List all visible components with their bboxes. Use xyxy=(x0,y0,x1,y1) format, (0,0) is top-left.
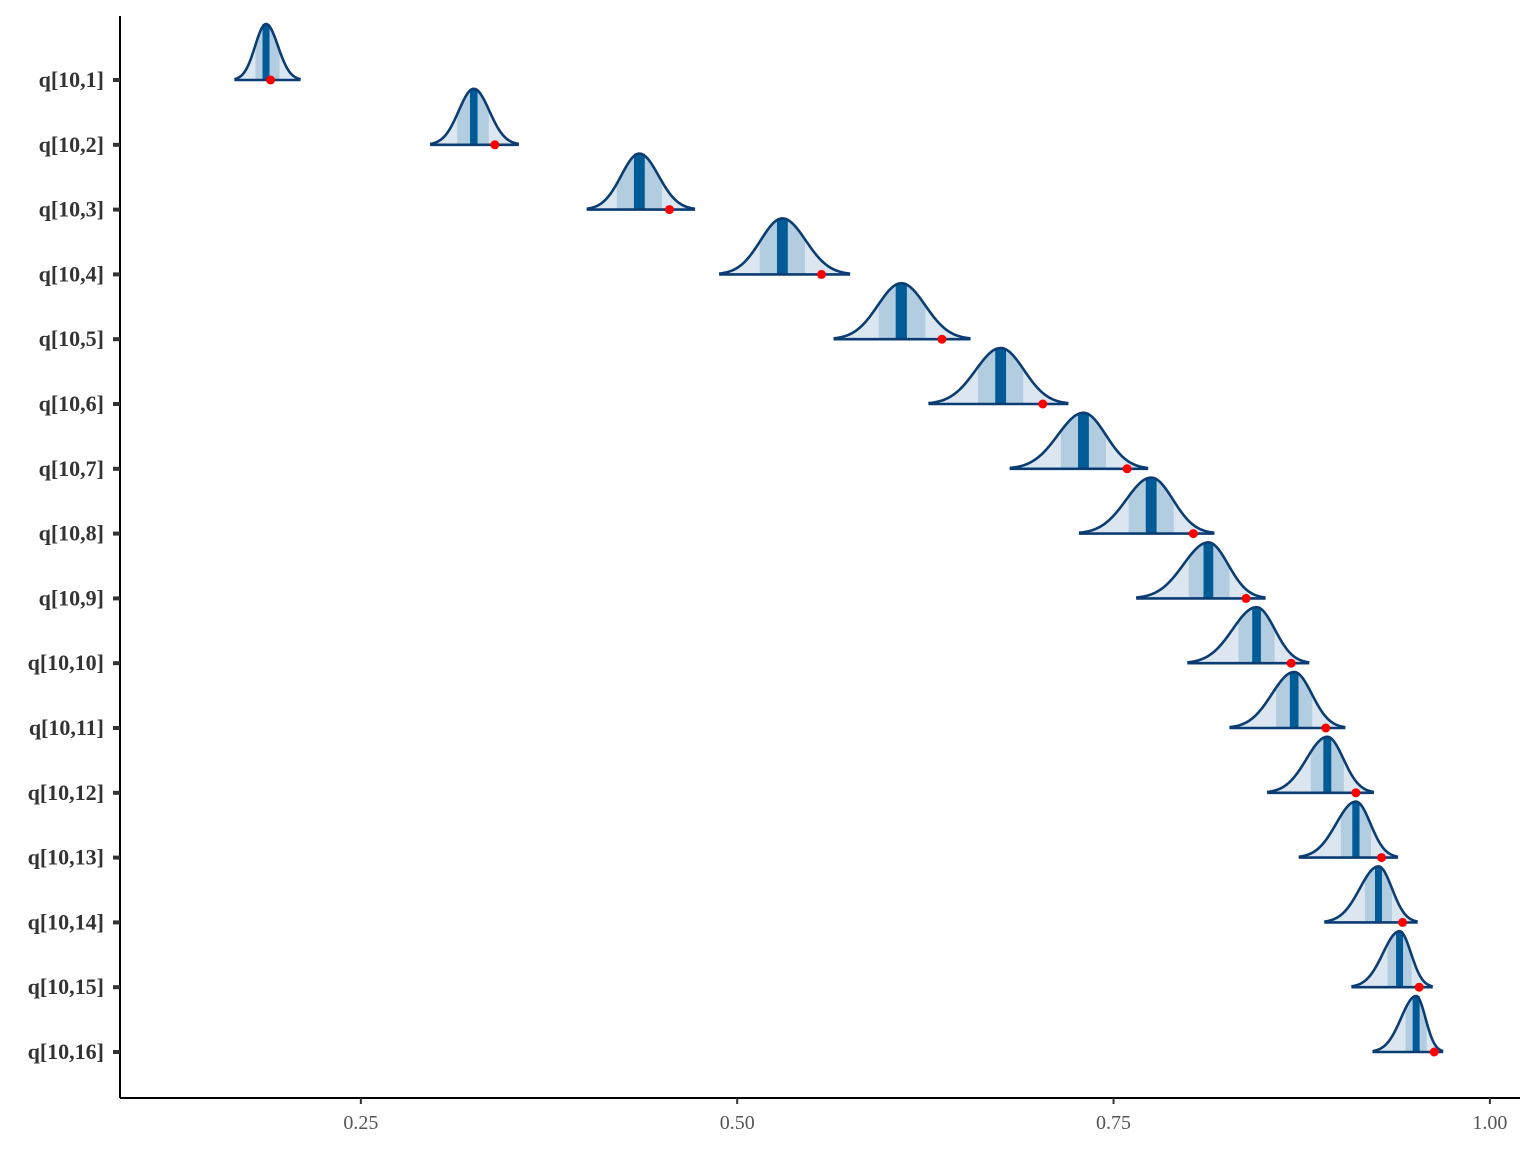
true-value-point xyxy=(817,269,827,279)
density-outline xyxy=(1351,929,1433,988)
median-bar xyxy=(1396,931,1404,988)
true-value-point xyxy=(1429,1047,1439,1057)
ridge-q[10,5] xyxy=(833,281,971,344)
true-value-point xyxy=(1414,982,1424,992)
ridge-q[10,1] xyxy=(233,22,302,85)
x-tick-label: 0.75 xyxy=(1096,1112,1131,1134)
density-outline xyxy=(1229,670,1346,729)
y-tick-label: q[10,4] xyxy=(39,261,104,286)
median-bar xyxy=(633,153,645,210)
true-value-point xyxy=(1122,464,1132,474)
ridge-q[10,4] xyxy=(718,217,851,279)
y-tick-label: q[10,11] xyxy=(29,715,104,740)
median-bar xyxy=(1323,736,1332,793)
ridge-q[10,14] xyxy=(1324,865,1418,927)
median-bar xyxy=(1203,542,1214,599)
ridge-q[10,12] xyxy=(1266,735,1375,798)
density-outline xyxy=(429,87,520,146)
y-tick-label: q[10,10] xyxy=(28,650,104,675)
density-outline xyxy=(718,217,851,275)
median-bar xyxy=(1352,801,1360,858)
median-bar xyxy=(469,88,478,145)
median-bar xyxy=(262,24,270,80)
x-ticks-layer: 0.25 0.50 0.75 1.00 xyxy=(343,1098,1507,1134)
y-tick-label: q[10,2] xyxy=(39,132,104,157)
y-tick-label: q[10,12] xyxy=(28,780,104,805)
median-bar xyxy=(895,283,907,340)
true-value-point xyxy=(1286,658,1296,668)
ridge-q[10,3] xyxy=(586,152,696,215)
y-tick-label: q[10,15] xyxy=(28,974,104,999)
density-outline xyxy=(586,152,696,211)
y-tick-label: q[10,14] xyxy=(28,909,104,934)
ridge-q[10,13] xyxy=(1298,800,1399,863)
ridge-q[10,10] xyxy=(1187,605,1310,668)
median-bar xyxy=(995,348,1007,404)
density-outline xyxy=(833,281,971,340)
y-ticks-layer: q[10,1] q[10,2] q[10,3] q[10,4] q[10,5] q[10,… xyxy=(28,67,120,1064)
y-tick-label: q[10,1] xyxy=(39,67,104,92)
y-tick-label: q[10,13] xyxy=(28,845,104,870)
y-tick-label: q[10,5] xyxy=(39,326,104,351)
true-value-point xyxy=(266,75,276,85)
density-outline xyxy=(1266,735,1375,794)
density-outline xyxy=(1298,800,1399,859)
y-tick-label: q[10,7] xyxy=(39,456,104,481)
ridge-q[10,8] xyxy=(1078,476,1215,539)
y-tick-label: q[10,6] xyxy=(39,391,104,416)
density-outline xyxy=(1009,411,1149,470)
true-value-point xyxy=(1398,917,1408,927)
density-outline xyxy=(1078,476,1215,535)
true-value-point xyxy=(664,205,674,215)
y-tick-label: q[10,3] xyxy=(39,197,104,222)
density-outline xyxy=(1372,994,1444,1053)
median-bar xyxy=(1289,672,1299,728)
ridge-q[10,11] xyxy=(1229,670,1346,733)
median-bar xyxy=(1145,477,1157,534)
median-bar xyxy=(1078,412,1089,469)
true-value-point xyxy=(1188,529,1198,539)
ridge-q[10,6] xyxy=(928,346,1069,409)
y-tick-label: q[10,16] xyxy=(28,1039,104,1064)
x-tick-label: 0.25 xyxy=(343,1112,378,1134)
density-outline xyxy=(928,346,1069,405)
ridge-q[10,15] xyxy=(1351,929,1433,992)
ridges-layer xyxy=(233,22,1444,1057)
ridge-q[10,9] xyxy=(1135,541,1266,603)
density-outline xyxy=(233,22,302,81)
ridge-q[10,2] xyxy=(429,87,520,150)
true-value-point xyxy=(490,140,500,150)
density-outline xyxy=(1187,605,1310,664)
true-value-point xyxy=(1241,593,1251,603)
x-tick-label: 1.00 xyxy=(1472,1112,1507,1134)
y-tick-label: q[10,9] xyxy=(39,585,104,610)
true-value-point xyxy=(1038,399,1048,409)
axes-layer xyxy=(119,16,1520,1099)
density-outline xyxy=(1135,541,1266,599)
true-value-point xyxy=(1377,853,1387,863)
y-tick-label: q[10,8] xyxy=(39,521,104,546)
true-value-point xyxy=(937,334,947,344)
median-bar xyxy=(776,218,788,275)
density-outline xyxy=(1324,865,1418,923)
median-bar xyxy=(1252,607,1261,664)
true-value-point xyxy=(1321,723,1331,733)
ridge-q[10,16] xyxy=(1372,994,1444,1057)
x-tick-label: 0.50 xyxy=(720,1112,755,1134)
median-bar xyxy=(1412,996,1420,1052)
true-value-point xyxy=(1351,788,1361,798)
ridge-q[10,7] xyxy=(1009,411,1149,474)
median-bar xyxy=(1374,866,1382,923)
